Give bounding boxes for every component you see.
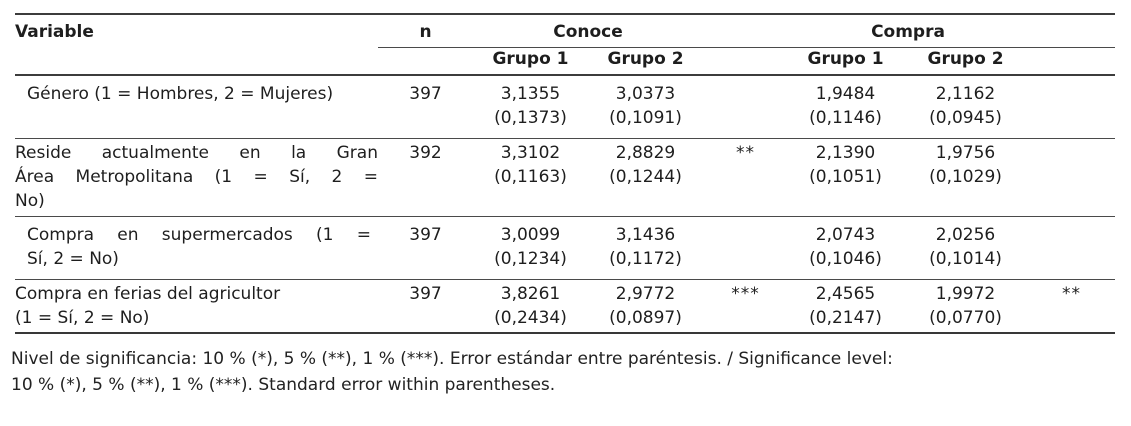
mean-value: 1,9756 <box>935 143 996 163</box>
variable-line: Área Metropolitana (1 = Sí, 2 = <box>15 167 378 187</box>
mean-value: 2,0256 <box>935 225 996 245</box>
se-value: (0,1373) <box>494 108 567 128</box>
variable-line: Reside actualmente en la Gran <box>15 143 378 163</box>
variable-line: No) <box>15 191 45 211</box>
table-row-genero: Género (1 = Hombres, 2 = Mujeres) 397 3,… <box>15 75 1116 139</box>
se-value: (0,1163) <box>494 167 567 187</box>
table-row-reside-gam: Reside actualmente en la Gran Área Metro… <box>15 138 1116 217</box>
variable-cell: Compra en ferias del agricultor (1 = Sí,… <box>15 279 378 334</box>
n-cell: 397 <box>378 216 473 280</box>
compra-grupo1-cell: 2,4565 (0,2147) <box>788 279 904 334</box>
mean-value: 2,8829 <box>615 143 676 163</box>
se-value: (0,0770) <box>929 308 1002 328</box>
n-cell: 397 <box>378 279 473 334</box>
compra-grupo2-cell: 1,9756 (0,1029) <box>903 138 1029 217</box>
col-header-variable: Variable <box>15 14 378 76</box>
conoce-grupo2-cell: 2,9772 (0,0897) <box>588 279 704 334</box>
mean-value: 1,9484 <box>815 84 876 104</box>
se-value: (0,0945) <box>929 108 1002 128</box>
page: Variable n Conoce Compra Grupo 1 Grupo 2… <box>11 13 1131 398</box>
conoce-grupo1-cell: 3,1355 (0,1373) <box>473 75 588 139</box>
mean-value: 1,9972 <box>935 284 996 304</box>
se-value: (0,1051) <box>809 167 882 187</box>
conoce-grupo2-cell: 2,8829 (0,1244) <box>588 138 704 217</box>
compra-grupo1-cell: 1,9484 (0,1146) <box>788 75 904 139</box>
conoce-grupo1-cell: 3,8261 (0,2434) <box>473 279 588 334</box>
conoce-grupo2-cell: 3,1436 (0,1172) <box>588 216 704 280</box>
mean-value: 3,1436 <box>615 225 676 245</box>
header-spacer-sig-conoce <box>703 14 789 48</box>
col-header-n: n <box>378 14 473 48</box>
table-row-supermercados: Compra en supermercados (1 = Sí, 2 = No)… <box>15 216 1116 280</box>
col-header-conoce-grupo2: Grupo 2 <box>588 47 704 76</box>
header-row-groups: Variable n Conoce Compra <box>15 14 1116 76</box>
footnote-line-2: 10 % (*), 5 % (**), 1 % (***). Standard … <box>11 375 556 395</box>
conoce-grupo1-cell: 3,0099 (0,1234) <box>473 216 588 280</box>
compra-sig-cell: ** <box>1028 279 1116 334</box>
variable-cell: Género (1 = Hombres, 2 = Mujeres) <box>15 75 378 139</box>
variable-line: Género (1 = Hombres, 2 = Mujeres) <box>27 84 334 104</box>
mean-value: 2,1390 <box>815 143 876 163</box>
compra-sig-cell <box>1028 216 1116 280</box>
mean-value: 3,3102 <box>500 143 561 163</box>
compra-grupo2-cell: 2,1162 (0,0945) <box>903 75 1029 139</box>
header-row-subgroups: Grupo 1 Grupo 2 Grupo 1 Grupo 2 <box>15 47 1116 76</box>
conoce-sig-cell: *** <box>703 279 789 334</box>
col-header-compra-grupo1: Grupo 1 <box>788 47 904 76</box>
mean-value: 3,1355 <box>500 84 561 104</box>
conoce-grupo2-cell: 3,0373 (0,1091) <box>588 75 704 139</box>
compra-grupo2-cell: 1,9972 (0,0770) <box>903 279 1029 334</box>
mean-value: 3,0373 <box>615 84 676 104</box>
col-header-conoce: Conoce <box>473 14 704 48</box>
variable-cell: Compra en supermercados (1 = Sí, 2 = No) <box>15 216 378 280</box>
subheader-spacer-n <box>378 47 473 76</box>
compra-grupo1-cell: 2,0743 (0,1046) <box>788 216 904 280</box>
compra-sig-cell <box>1028 138 1116 217</box>
conoce-sig-cell <box>703 75 789 139</box>
table-row-ferias: Compra en ferias del agricultor (1 = Sí,… <box>15 279 1116 334</box>
variable-cell: Reside actualmente en la Gran Área Metro… <box>15 138 378 217</box>
col-header-compra: Compra <box>788 14 1029 48</box>
n-cell: 392 <box>378 138 473 217</box>
mean-value: 3,8261 <box>500 284 561 304</box>
se-value: (0,1244) <box>609 167 682 187</box>
conoce-sig-cell: ** <box>703 138 789 217</box>
se-value: (0,1146) <box>809 108 882 128</box>
variable-line: Sí, 2 = No) <box>27 249 119 269</box>
se-value: (0,1172) <box>609 249 682 269</box>
conoce-sig-cell <box>703 216 789 280</box>
se-value: (0,1046) <box>809 249 882 269</box>
results-table: Variable n Conoce Compra Grupo 1 Grupo 2… <box>15 13 1116 334</box>
conoce-grupo1-cell: 3,3102 (0,1163) <box>473 138 588 217</box>
mean-value: 3,0099 <box>500 225 561 245</box>
se-value: (0,1091) <box>609 108 682 128</box>
se-value: (0,2434) <box>494 308 567 328</box>
n-cell: 397 <box>378 75 473 139</box>
variable-line: (1 = Sí, 2 = No) <box>15 308 150 328</box>
se-value: (0,1234) <box>494 249 567 269</box>
header-spacer-sig-compra <box>1028 14 1116 48</box>
variable-line: Compra en ferias del agricultor <box>15 284 281 304</box>
compra-grupo1-cell: 2,1390 (0,1051) <box>788 138 904 217</box>
subheader-spacer-sig-compra <box>1028 47 1116 76</box>
se-value: (0,0897) <box>609 308 682 328</box>
footnote-line-1: Nivel de significancia: 10 % (*), 5 % (*… <box>11 349 893 369</box>
col-header-compra-grupo2: Grupo 2 <box>903 47 1029 76</box>
se-value: (0,1029) <box>929 167 1002 187</box>
col-header-conoce-grupo1: Grupo 1 <box>473 47 588 76</box>
subheader-spacer-sig-conoce <box>703 47 789 76</box>
mean-value: 2,9772 <box>615 284 676 304</box>
mean-value: 2,1162 <box>935 84 996 104</box>
mean-value: 2,0743 <box>815 225 876 245</box>
table-footnote: Nivel de significancia: 10 % (*), 5 % (*… <box>11 346 1131 398</box>
compra-sig-cell <box>1028 75 1116 139</box>
se-value: (0,1014) <box>929 249 1002 269</box>
mean-value: 2,4565 <box>815 284 876 304</box>
variable-line: Compra en supermercados (1 = <box>27 225 371 245</box>
compra-grupo2-cell: 2,0256 (0,1014) <box>903 216 1029 280</box>
se-value: (0,2147) <box>809 308 882 328</box>
